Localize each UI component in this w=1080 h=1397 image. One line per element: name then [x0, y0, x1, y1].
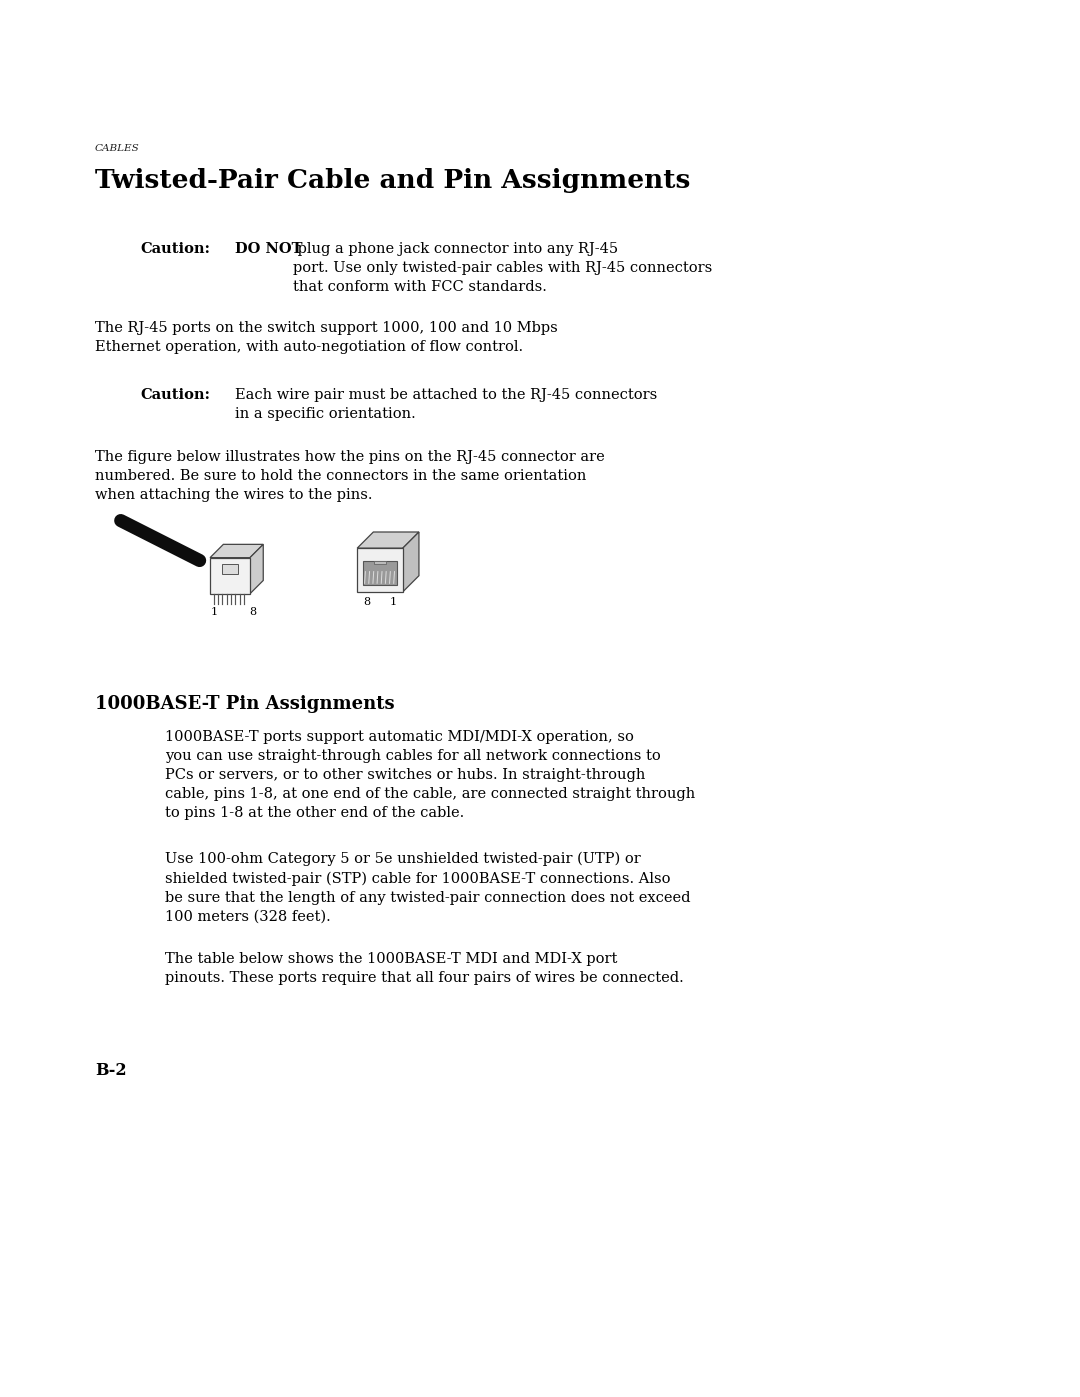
- Text: plug a phone jack connector into any RJ-45
port. Use only twisted-pair cables wi: plug a phone jack connector into any RJ-…: [293, 242, 712, 293]
- Text: Caution:: Caution:: [140, 388, 210, 402]
- Text: 1000BASE-T Pin Assignments: 1000BASE-T Pin Assignments: [95, 694, 394, 712]
- Polygon shape: [210, 557, 249, 594]
- Text: Caution:: Caution:: [140, 242, 210, 256]
- Polygon shape: [357, 532, 419, 548]
- Polygon shape: [357, 548, 403, 592]
- Text: CABLES: CABLES: [95, 144, 139, 154]
- Text: The RJ-45 ports on the switch support 1000, 100 and 10 Mbps
Ethernet operation, : The RJ-45 ports on the switch support 10…: [95, 321, 557, 353]
- Text: 1000BASE-T ports support automatic MDI/MDI-X operation, so
you can use straight-: 1000BASE-T ports support automatic MDI/M…: [165, 731, 696, 820]
- Text: 8: 8: [249, 608, 256, 617]
- Text: 1: 1: [211, 608, 218, 617]
- Text: Twisted-Pair Cable and Pin Assignments: Twisted-Pair Cable and Pin Assignments: [95, 168, 690, 193]
- Text: DO NOT: DO NOT: [235, 242, 302, 256]
- Text: The table below shows the 1000BASE-T MDI and MDI-X port
pinouts. These ports req: The table below shows the 1000BASE-T MDI…: [165, 951, 684, 985]
- Text: Each wire pair must be attached to the RJ-45 connectors
in a specific orientatio: Each wire pair must be attached to the R…: [235, 388, 658, 420]
- Polygon shape: [403, 532, 419, 592]
- Text: 8: 8: [363, 597, 370, 606]
- Polygon shape: [210, 545, 264, 557]
- Text: The figure below illustrates how the pins on the RJ-45 connector are
numbered. B: The figure below illustrates how the pin…: [95, 450, 605, 502]
- Polygon shape: [375, 560, 386, 564]
- Text: Use 100-ohm Category 5 or 5e unshielded twisted-pair (UTP) or
shielded twisted-p: Use 100-ohm Category 5 or 5e unshielded …: [165, 852, 690, 923]
- Polygon shape: [363, 560, 396, 585]
- Polygon shape: [249, 545, 264, 594]
- Polygon shape: [222, 564, 238, 574]
- Text: B-2: B-2: [95, 1062, 126, 1078]
- Text: 1: 1: [390, 597, 396, 606]
